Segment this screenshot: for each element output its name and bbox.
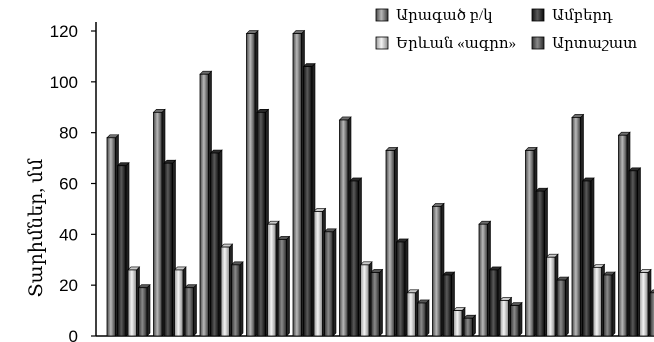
legend-label: Արագած բ/կ bbox=[396, 8, 493, 24]
y-axis-ticks: 0 20 40 60 80 100 120 bbox=[50, 22, 96, 342]
bar-1-2 bbox=[153, 111, 163, 337]
bar-1-5 bbox=[292, 33, 302, 337]
y-axis-label: Տարիմներ, մմ bbox=[26, 158, 47, 297]
bar-4-11 bbox=[603, 274, 613, 337]
bar-side bbox=[146, 283, 151, 337]
bar-2-3 bbox=[210, 152, 220, 337]
bar-4-7 bbox=[417, 302, 427, 337]
bar-3-2 bbox=[174, 269, 184, 337]
bar-2-11 bbox=[582, 180, 592, 337]
bar-4-2 bbox=[184, 287, 194, 337]
bar-1-7 bbox=[385, 150, 395, 337]
bar-3-11 bbox=[592, 266, 602, 337]
chart-legend: Արագած բ/կ Ամբերդ Երևան «ագրո» Արտաշատ bbox=[375, 8, 637, 52]
bar-4-3 bbox=[231, 264, 241, 337]
y-tick-label: 60 bbox=[59, 175, 78, 194]
bar-4-8 bbox=[463, 317, 473, 337]
bar-side bbox=[425, 299, 430, 337]
y-tick-label: 0 bbox=[69, 327, 78, 342]
bar-side bbox=[518, 301, 523, 337]
bar-2-10 bbox=[535, 190, 545, 337]
bar-4-4 bbox=[277, 239, 287, 337]
bar-3-6 bbox=[360, 264, 370, 337]
bar-3-3 bbox=[220, 246, 230, 337]
y-tick-label: 40 bbox=[59, 225, 78, 244]
bar-1-11 bbox=[571, 117, 581, 337]
bar-1-6 bbox=[339, 119, 349, 337]
bar-3-7 bbox=[406, 292, 416, 337]
legend-label: Երևան «ագրո» bbox=[396, 36, 516, 52]
bar-3-5 bbox=[313, 211, 323, 337]
y-tick-label: 20 bbox=[59, 276, 78, 295]
bar-1-1 bbox=[106, 137, 116, 337]
bar-1-9 bbox=[478, 223, 488, 337]
bar-side bbox=[286, 235, 290, 337]
bar-2-1 bbox=[117, 165, 127, 337]
legend-swatch bbox=[375, 8, 389, 22]
bar-top bbox=[649, 289, 654, 294]
bar-3-12 bbox=[639, 272, 649, 337]
bar-2-9 bbox=[489, 269, 499, 337]
bar-side bbox=[611, 271, 616, 337]
bar-2-12 bbox=[628, 170, 638, 337]
bar-2-8 bbox=[442, 274, 452, 337]
bar-4-9 bbox=[510, 305, 520, 337]
bar-side bbox=[193, 283, 197, 337]
bar-2-7 bbox=[396, 241, 406, 337]
bar-2-5 bbox=[303, 66, 313, 337]
bar-1-3 bbox=[199, 73, 209, 337]
bar-1-10 bbox=[525, 150, 535, 337]
bar-1-4 bbox=[246, 33, 256, 337]
bar-2-4 bbox=[256, 111, 266, 337]
bar-groups bbox=[106, 29, 654, 337]
legend-swatch bbox=[375, 36, 389, 50]
bar-side bbox=[239, 261, 244, 337]
bar-side bbox=[565, 276, 569, 337]
legend-label: Արտաշատ bbox=[552, 36, 637, 52]
legend-swatch bbox=[531, 8, 545, 22]
bar-3-4 bbox=[267, 223, 277, 337]
bar-1-12 bbox=[618, 134, 628, 337]
bar-4-6 bbox=[370, 272, 380, 337]
y-tick-label: 120 bbox=[50, 22, 78, 41]
bar-4-1 bbox=[138, 287, 148, 337]
bar-4-12 bbox=[649, 292, 654, 337]
bar-4-10 bbox=[556, 279, 566, 337]
bar-3-8 bbox=[453, 310, 463, 337]
bar-side bbox=[332, 228, 337, 337]
legend-label: Ամբերդ bbox=[552, 8, 613, 24]
bar-2-6 bbox=[349, 180, 359, 337]
bar-side bbox=[379, 268, 383, 337]
bar-side bbox=[472, 314, 476, 337]
bar-3-10 bbox=[546, 256, 556, 337]
legend-swatch bbox=[531, 36, 545, 50]
y-tick-label: 100 bbox=[50, 73, 78, 92]
bar-4-5 bbox=[324, 231, 334, 337]
bar-3-1 bbox=[127, 269, 137, 337]
y-tick-label: 80 bbox=[59, 124, 78, 143]
bar-1-8 bbox=[432, 205, 442, 337]
bar-2-2 bbox=[163, 162, 173, 337]
bar-3-9 bbox=[499, 300, 509, 337]
